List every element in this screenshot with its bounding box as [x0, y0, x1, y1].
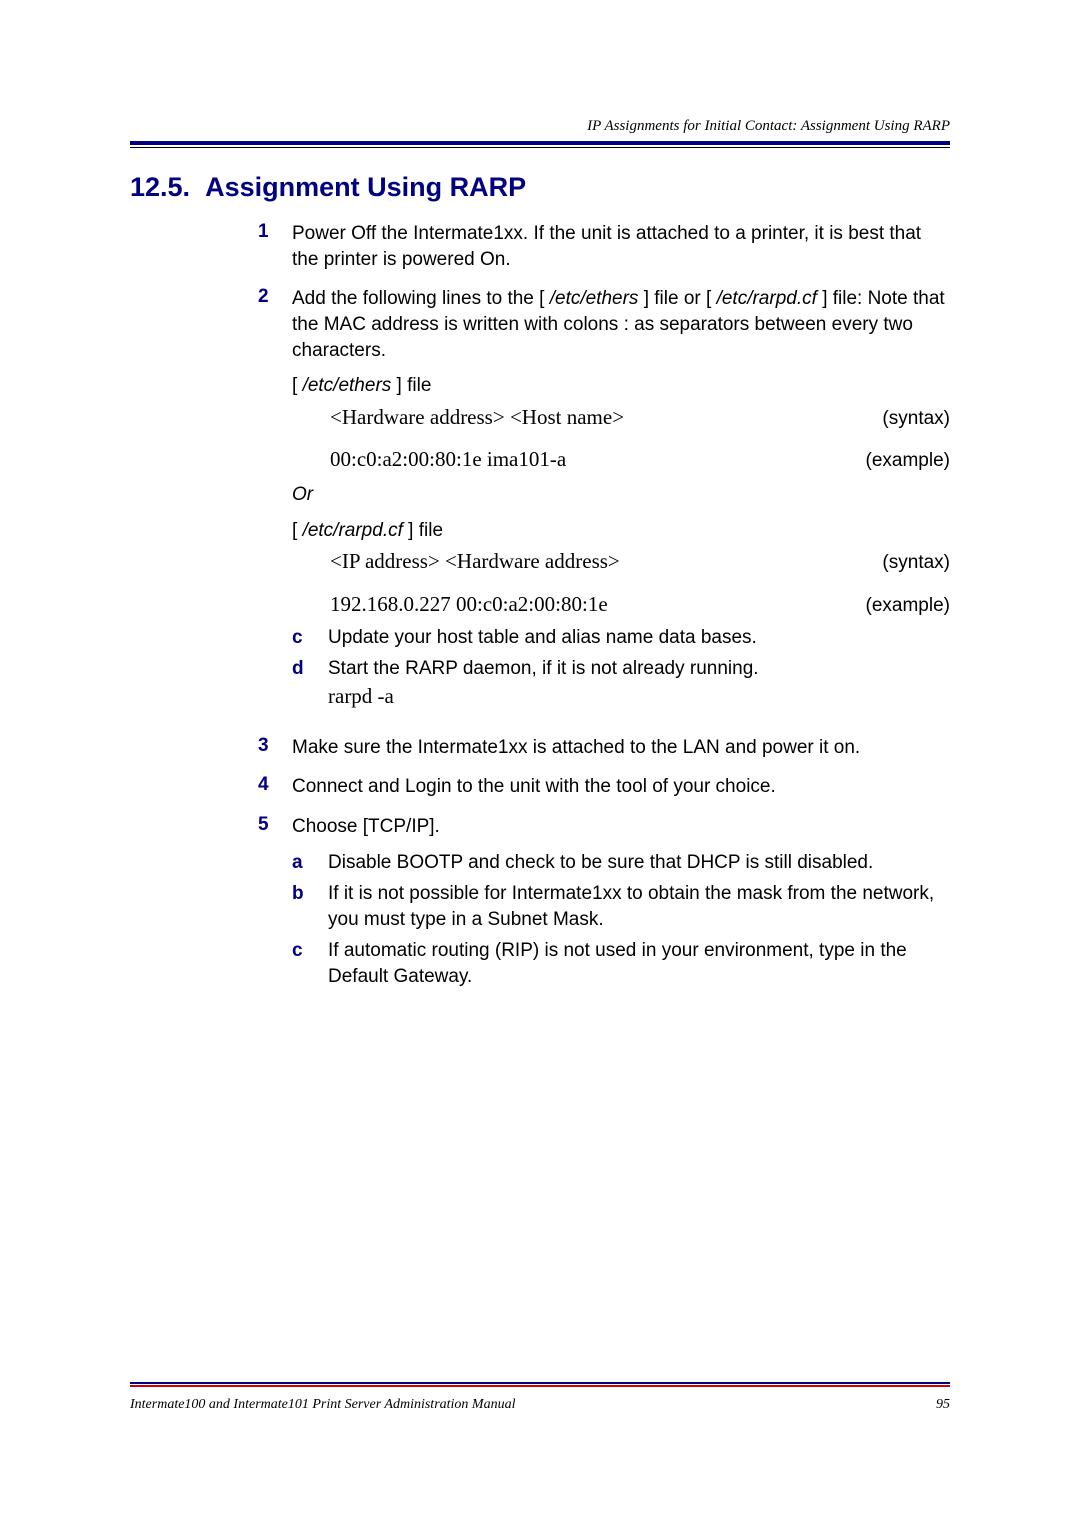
file-label: [ /etc/rarpd.cf ] file: [292, 518, 950, 544]
syntax-text: <Hardware address> <Host name>: [292, 403, 624, 431]
substep-text: If it is not possible for Intermate1xx t…: [328, 881, 950, 932]
example-text: 192.168.0.227 00:c0:a2:00:80:1e: [292, 590, 608, 618]
step-number: 3: [258, 735, 292, 761]
command-text: rarpd -a: [328, 684, 394, 708]
step-2: 2 Add the following lines to the [ /etc/…: [258, 286, 950, 716]
step-text: Choose [TCP/IP]. a Disable BOOTP and che…: [292, 814, 950, 996]
section-number: 12.5.: [130, 172, 190, 202]
example-text: 00:c0:a2:00:80:1e ima101-a: [292, 445, 566, 473]
step-1: 1 Power Off the Intermate1xx. If the uni…: [258, 221, 950, 272]
running-header: IP Assignments for Initial Contact: Assi…: [130, 118, 950, 135]
substep-text: Update your host table and alias name da…: [328, 625, 950, 651]
file-name: /etc/rarpd.cf: [303, 520, 409, 541]
footer-rule-red: [130, 1385, 950, 1387]
file-name: /etc/rarpd.cf: [717, 288, 823, 309]
text-fragment: Start the RARP daemon, if it is not alre…: [328, 658, 759, 679]
section-title: 12.5. Assignment Using RARP: [130, 172, 950, 203]
syntax-tag: (syntax): [882, 406, 950, 432]
substep-a: a Disable BOOTP and check to be sure tha…: [292, 850, 950, 876]
step-number: 4: [258, 774, 292, 800]
step-4: 4 Connect and Login to the unit with the…: [258, 774, 950, 800]
text-fragment: ] file or [: [638, 288, 716, 309]
substep-letter: b: [292, 881, 328, 932]
section-heading: Assignment Using RARP: [205, 172, 526, 202]
footer-left: Intermate100 and Intermate101 Print Serv…: [130, 1397, 515, 1413]
substep-text: Start the RARP daemon, if it is not alre…: [328, 656, 950, 710]
file-name: /etc/ethers: [303, 375, 392, 396]
step-text: Make sure the Intermate1xx is attached t…: [292, 735, 950, 761]
step-number: 5: [258, 814, 292, 996]
example-row: 00:c0:a2:00:80:1e ima101-a (example): [292, 445, 950, 474]
example-row: 192.168.0.227 00:c0:a2:00:80:1e (example…: [292, 590, 950, 619]
footer-page-number: 95: [936, 1397, 950, 1413]
bracket: ] file: [391, 375, 431, 396]
header-rule-thin: [130, 147, 950, 148]
text-fragment: Choose [TCP/IP].: [292, 816, 440, 837]
substep-text: If automatic routing (RIP) is not used i…: [328, 938, 950, 989]
substep-d: d Start the RARP daemon, if it is not al…: [292, 656, 950, 710]
page-footer: Intermate100 and Intermate101 Print Serv…: [130, 1382, 950, 1413]
substep-letter: d: [292, 656, 328, 710]
example-tag: (example): [866, 448, 950, 474]
bracket: [: [292, 520, 303, 541]
step-text: Connect and Login to the unit with the t…: [292, 774, 950, 800]
example-tag: (example): [866, 593, 950, 619]
substep-letter: a: [292, 850, 328, 876]
step-5: 5 Choose [TCP/IP]. a Disable BOOTP and c…: [258, 814, 950, 996]
step-text: Power Off the Intermate1xx. If the unit …: [292, 221, 950, 272]
step-3: 3 Make sure the Intermate1xx is attached…: [258, 735, 950, 761]
header-rule-thick: [130, 141, 950, 145]
footer-row: Intermate100 and Intermate101 Print Serv…: [130, 1397, 950, 1413]
syntax-row: <Hardware address> <Host name> (syntax): [292, 403, 950, 432]
step-number: 1: [258, 221, 292, 272]
bracket: ] file: [408, 520, 443, 541]
footer-rule-blue: [130, 1382, 950, 1384]
substep-c: c Update your host table and alias name …: [292, 625, 950, 651]
bracket: [: [292, 375, 303, 396]
or-label: Or: [292, 482, 950, 508]
substep-letter: c: [292, 625, 328, 651]
syntax-row: <IP address> <Hardware address> (syntax): [292, 547, 950, 576]
content-region: 1 Power Off the Intermate1xx. If the uni…: [258, 221, 950, 996]
substep-letter: c: [292, 938, 328, 989]
step-number: 2: [258, 286, 292, 716]
step-text: Add the following lines to the [ /etc/et…: [292, 286, 950, 716]
substep-b: b If it is not possible for Intermate1xx…: [292, 881, 950, 932]
substep-text: Disable BOOTP and check to be sure that …: [328, 850, 950, 876]
syntax-tag: (syntax): [882, 550, 950, 576]
substep-c: c If automatic routing (RIP) is not used…: [292, 938, 950, 989]
file-name: /etc/ethers: [550, 288, 639, 309]
text-fragment: Add the following lines to the [: [292, 288, 550, 309]
file-label: [ /etc/ethers ] file: [292, 373, 950, 399]
syntax-text: <IP address> <Hardware address>: [292, 547, 620, 575]
